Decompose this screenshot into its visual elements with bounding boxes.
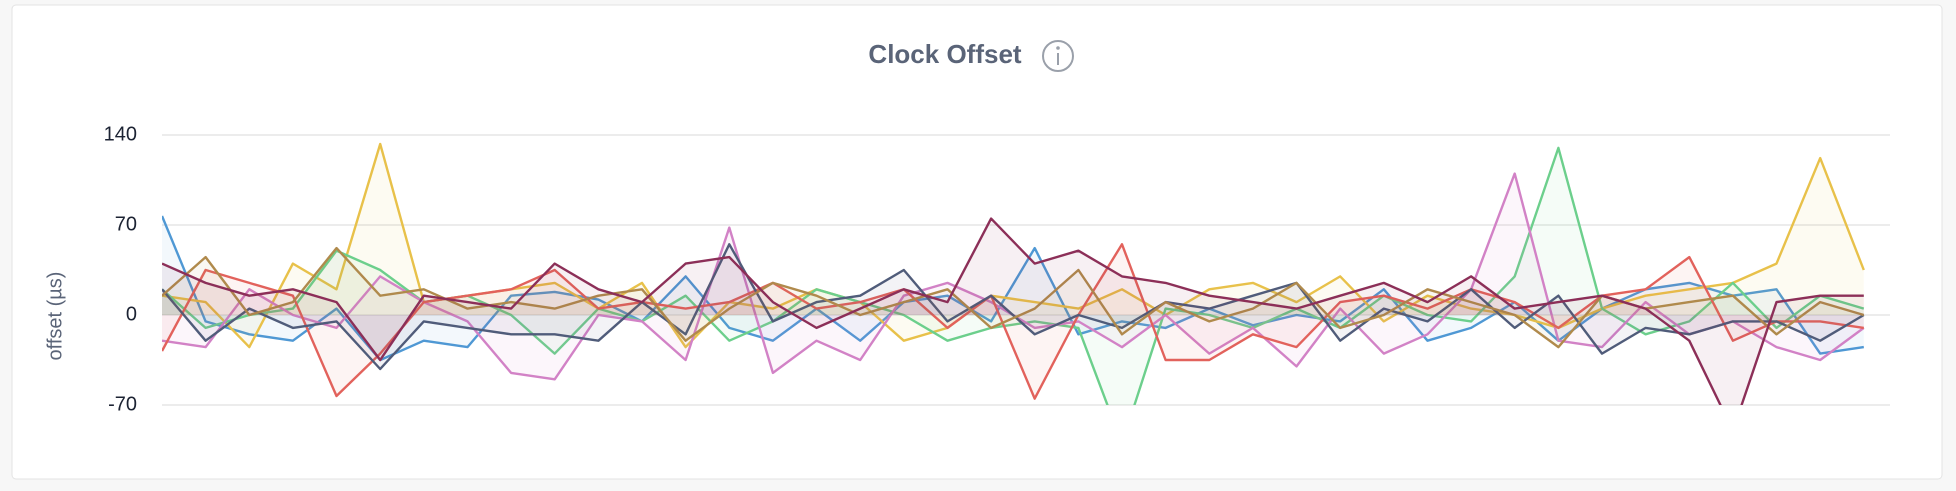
y-tick-label: 0 [126, 303, 137, 325]
y-axis-label: offset (µs) [44, 272, 66, 361]
series-area [162, 173, 1864, 380]
series-area [162, 244, 1864, 369]
chart-title: Clock Offset [868, 39, 1021, 69]
y-tick-label: 140 [104, 123, 137, 145]
y-tick-label: -70 [108, 393, 137, 415]
y-tick-label: 70 [115, 213, 137, 235]
plot-area [162, 142, 1865, 405]
series-line [162, 217, 1864, 405]
series-area [162, 144, 1864, 348]
series-area [162, 147, 1864, 405]
series-line [162, 243, 1865, 371]
series-area [162, 248, 1864, 348]
series-area [162, 218, 1864, 405]
info-icon[interactable] [1042, 40, 1074, 72]
panel [11, 4, 1943, 480]
series-area [162, 244, 1864, 399]
